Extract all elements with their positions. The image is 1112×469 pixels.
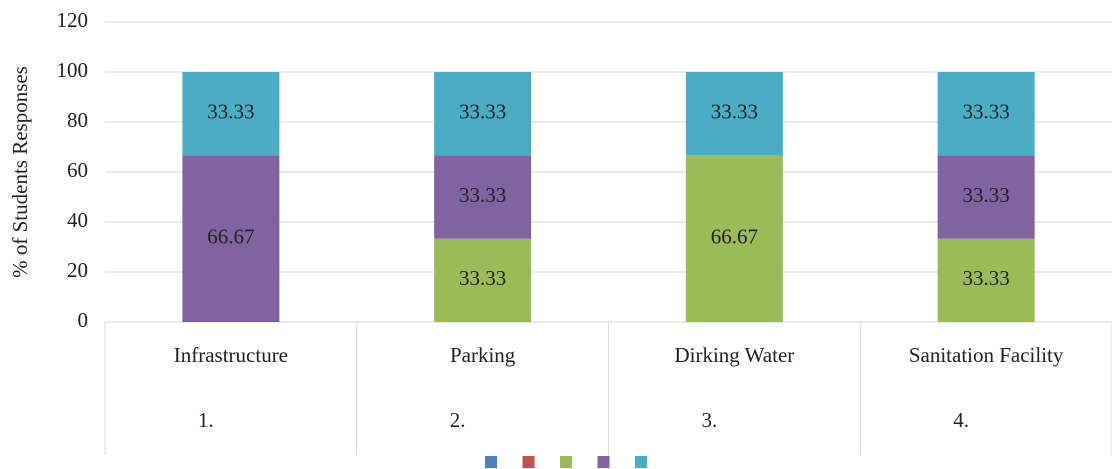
legend-swatch (560, 456, 572, 468)
x-tick-label: Sanitation Facility (909, 343, 1064, 367)
bar-segment (685, 155, 783, 322)
data-label: 33.33 (963, 266, 1010, 290)
bar-segment (685, 72, 783, 156)
x-group-label: 1. (198, 408, 214, 432)
bar-segment (182, 72, 280, 156)
data-label: 33.33 (711, 99, 758, 123)
y-tick-label: 20 (67, 258, 88, 282)
x-tick-label: Infrastructure (174, 343, 288, 367)
data-label: 33.33 (207, 99, 254, 123)
x-group-label: 3. (702, 408, 718, 432)
x-tick-label: Parking (450, 343, 516, 367)
legend-swatch (485, 456, 497, 468)
data-label: 33.33 (459, 266, 506, 290)
y-axis-label: % of Students Responses (8, 66, 32, 278)
y-tick-label: 60 (67, 158, 88, 182)
y-tick-label: 120 (57, 8, 89, 32)
x-group-label: 2. (450, 408, 466, 432)
data-label: 66.67 (711, 224, 758, 248)
y-tick-label: 100 (57, 58, 89, 82)
bar-segment (434, 155, 532, 239)
bar-segment (434, 238, 532, 322)
y-tick-label: 80 (67, 108, 88, 132)
legend-swatch (522, 456, 535, 468)
legend-swatch (635, 456, 647, 468)
x-group-label: 4. (953, 408, 969, 432)
data-label: 33.33 (963, 183, 1010, 207)
bar-segment (937, 72, 1035, 156)
y-tick-label: 0 (78, 308, 89, 332)
data-label: 33.33 (963, 100, 1010, 124)
data-label: 33.33 (459, 100, 506, 124)
bar-segment (937, 238, 1035, 322)
x-tick-label: Dirking Water (674, 343, 794, 367)
data-label: 33.33 (459, 183, 506, 207)
y-tick-label: 40 (67, 208, 88, 232)
bar-segment (182, 155, 280, 322)
bar-segment (937, 155, 1035, 239)
data-label: 66.67 (207, 224, 254, 248)
legend-swatch (597, 456, 610, 468)
bar-segment (434, 72, 532, 156)
